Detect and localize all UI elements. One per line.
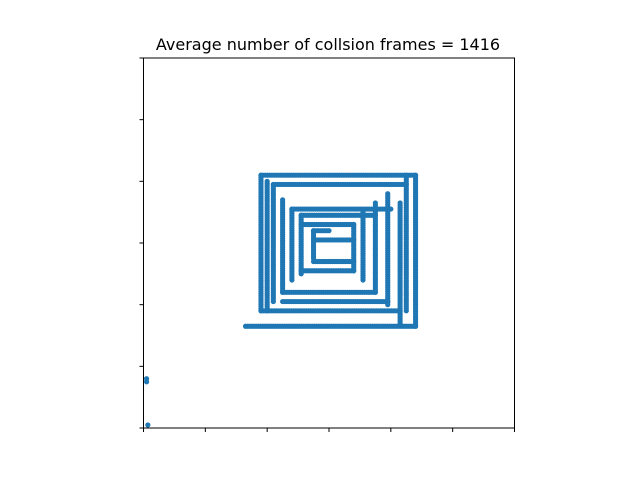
- axis-ticks: [139, 57, 515, 432]
- scatter-point: [143, 376, 150, 382]
- scatter-point: [385, 191, 391, 197]
- scatter-point: [360, 209, 366, 215]
- scatter-point: [351, 221, 357, 228]
- scatter-point: [258, 172, 264, 178]
- chart-title: Average number of collsion frames = 1416: [156, 35, 500, 54]
- scatter-point: [298, 212, 304, 218]
- scatter-point: [372, 200, 378, 206]
- scatter-point: [145, 422, 151, 428]
- scatter-point: [264, 178, 270, 184]
- scatter-point: [326, 228, 332, 234]
- plot-frame: [143, 57, 515, 429]
- scatter-point: [310, 228, 317, 234]
- scatter-point: [280, 197, 286, 203]
- scatter-point: [397, 200, 403, 206]
- scatter-points: [143, 172, 419, 428]
- scatter-point: [412, 172, 419, 178]
- scatter-point: [403, 172, 409, 178]
- scatter-point: [270, 181, 276, 188]
- scatter-point: [289, 206, 295, 212]
